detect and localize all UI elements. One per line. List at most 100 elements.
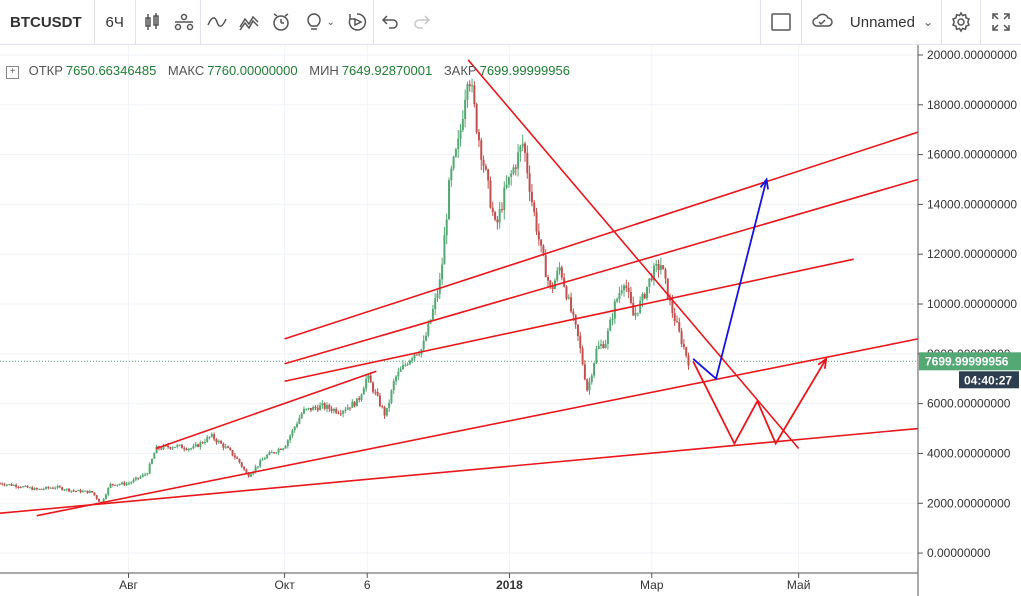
replay-icon[interactable] [341,0,373,44]
idea-icon[interactable]: ⌄ [297,0,341,44]
candle-body [404,364,407,366]
candle-body [1,483,4,485]
candle-body [12,485,15,487]
candle-body [344,409,347,411]
candle-body [79,490,82,493]
fullscreen-layout-icon[interactable] [761,0,801,44]
red-projection [692,358,827,446]
alert-icon[interactable] [265,0,297,44]
candle-body [54,487,57,489]
candle-body [551,286,554,290]
candle-body [31,487,34,490]
symbol-button[interactable]: BTCUSDT [10,13,82,31]
expand-icon[interactable] [981,0,1021,44]
candle-body [137,477,140,479]
candle-body [415,354,418,356]
candle-body [95,495,98,499]
redo-icon[interactable] [406,0,438,44]
candle-body [588,382,591,391]
candle-body [388,402,391,408]
candle-body [38,488,41,490]
y-tick-label: 0.00000000 [927,546,991,560]
candle-body [279,449,282,451]
candle-body [365,378,368,389]
toolbar-divider [199,0,201,44]
toolbar-divider [980,0,981,44]
candle-body [664,269,667,279]
candle-body [185,449,188,451]
interval-button[interactable]: 6Ч [105,13,124,31]
candle-body [256,466,259,468]
candle-body [669,298,672,301]
top-toolbar: BTCUSDT 6Ч ⌄ Unnamed ⌄ [0,0,1021,45]
candle-body [109,483,112,488]
candle-body [611,318,614,320]
candle-body [201,442,204,444]
candle-body [471,85,474,87]
candles-icon[interactable] [136,0,168,44]
settings-icon[interactable] [942,0,980,44]
trend-line [155,370,377,450]
price-tag [919,352,1021,371]
candle-body [461,118,464,131]
candle-body [457,138,460,150]
low-label: МИН [309,63,339,78]
candle-body [236,457,239,459]
candle-body [164,445,167,447]
candle-body [98,498,101,502]
candle-body [342,410,345,414]
candle-body [358,398,361,400]
indicators-icon[interactable] [168,0,200,44]
toolbar-divider [800,0,802,44]
candle-body [174,446,177,448]
candle-body [233,455,236,458]
y-tick-label: 12000.00000000 [927,247,1017,261]
high-label: МАКС [167,63,205,78]
templates-icon[interactable] [233,0,265,44]
price-chart[interactable]: 20000.00000000 18000.00000000 16000.000000… [0,45,1021,596]
candle-body [199,442,202,447]
candle-body [374,391,377,393]
y-tick-label: 16000.00000000 [927,148,1017,162]
candle-body [641,294,644,301]
candle-body [480,140,483,160]
undo-icon[interactable] [374,0,406,44]
y-tick-label: 2000.00000000 [927,496,1011,510]
candle-body [296,423,299,427]
candle-body [685,347,688,356]
expand-legend-icon[interactable]: + [6,66,19,79]
price-tag-value: 7699.99999956 [925,354,1009,368]
candle-body [381,406,384,408]
candle-body [26,485,29,488]
candle-body [353,401,356,407]
y-tick-label: 6000.00000000 [927,397,1011,411]
candle-body [473,85,476,105]
candle-body [0,483,1,485]
candle-body [58,486,61,488]
x-tick-label: Окт [274,578,295,592]
candle-body [604,343,607,348]
candle-body [349,407,352,409]
candle-body [190,448,193,450]
candle-body [346,407,349,410]
candle-body [609,319,612,331]
candle-body [323,403,326,409]
trend-line [0,427,919,515]
candle-body [639,300,642,313]
candle-body [547,277,550,281]
candle-body [298,418,301,424]
candle-body [581,348,584,365]
candle-body [203,441,206,443]
candle-body [385,407,388,416]
candle-body [452,156,455,169]
candle-body [141,474,144,477]
layout-menu-button[interactable]: Unnamed ⌄ [802,0,941,44]
candle-body [427,323,430,336]
line-tool-icon[interactable] [201,0,233,44]
candle-body [383,406,386,416]
candle-body [245,469,248,473]
candle-body [224,446,227,448]
candle-body [648,278,651,287]
candle-body [286,440,289,447]
candle-body [466,84,469,100]
